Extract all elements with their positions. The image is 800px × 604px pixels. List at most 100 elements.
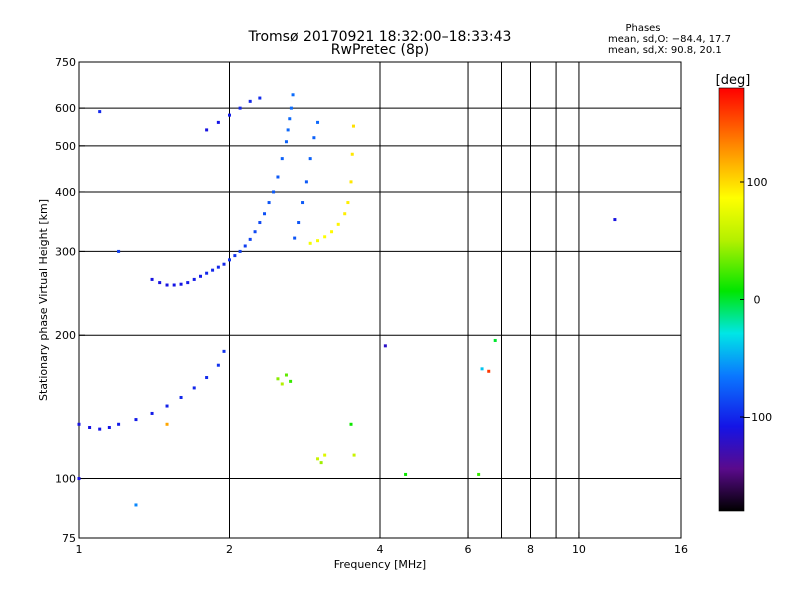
y-tick-label: 750	[55, 56, 76, 69]
echo-point	[258, 221, 262, 225]
echo-point	[134, 418, 138, 422]
x-tick-label: 8	[527, 543, 534, 556]
y-tick-label: 400	[55, 186, 76, 199]
x-axis-ticks: 1 2 4 6 8 10 16	[76, 532, 688, 556]
echo-point	[216, 265, 220, 269]
echo-point	[238, 249, 242, 253]
echo-point	[222, 262, 226, 266]
echo-point	[192, 277, 196, 281]
echo-point	[253, 230, 257, 234]
echo-point	[248, 237, 252, 241]
echo-point	[350, 152, 354, 156]
echo-point	[233, 254, 237, 258]
echo-point	[243, 244, 247, 248]
y-axis-ticks: 75 100 200 300 400 500 600 750	[55, 56, 85, 545]
echo-point	[293, 236, 297, 240]
echo-point	[88, 425, 92, 429]
echo-point	[297, 221, 301, 225]
echo-point	[263, 212, 267, 216]
phase-info-o: mean, sd,O: −84.4, 17.7	[608, 34, 731, 45]
phase-info-heading: Phases	[625, 23, 660, 34]
echo-point	[165, 283, 169, 287]
echo-point	[165, 422, 169, 426]
y-tick-label: 500	[55, 140, 76, 153]
x-tick-label: 4	[377, 543, 384, 556]
echo-point	[186, 281, 190, 285]
echo-point	[343, 212, 347, 216]
echo-point	[289, 106, 293, 110]
echo-point	[352, 453, 356, 457]
echo-points	[77, 93, 617, 507]
echo-point	[134, 503, 138, 507]
echo-point	[172, 283, 176, 287]
echo-point	[286, 128, 290, 132]
echo-point	[158, 281, 162, 285]
echo-point	[205, 128, 209, 132]
echo-point	[613, 218, 617, 222]
y-tick-label: 600	[55, 102, 76, 115]
echo-point	[150, 277, 154, 281]
echo-point	[301, 201, 305, 205]
y-axis-label: Stationary phase Virtual Height [km]	[37, 199, 50, 401]
echo-point	[77, 477, 81, 481]
echo-point	[272, 190, 276, 194]
colorbar	[718, 87, 745, 512]
echo-point	[304, 180, 308, 184]
x-tick-label: 6	[465, 543, 472, 556]
echo-point	[199, 274, 203, 278]
echo-point	[107, 425, 111, 429]
echo-point	[216, 120, 220, 124]
echo-point	[487, 369, 491, 373]
echo-point	[205, 376, 209, 380]
echo-point	[179, 282, 183, 286]
y-tick-label: 200	[55, 329, 76, 342]
echo-point	[98, 427, 102, 431]
echo-point	[117, 249, 121, 253]
echo-point	[192, 386, 196, 390]
echo-point	[308, 241, 312, 245]
chart-subtitle: RwPretec (8p)	[331, 42, 429, 58]
colorbar-tick-label: 100	[747, 176, 768, 189]
y-tick-label: 300	[55, 245, 76, 258]
echo-point	[351, 124, 355, 128]
echo-point	[349, 180, 353, 184]
echo-point	[228, 258, 231, 262]
echo-point	[267, 201, 271, 205]
echo-point	[319, 461, 323, 465]
echo-point	[150, 411, 154, 415]
echo-point	[383, 344, 387, 348]
echo-point	[477, 472, 481, 476]
echo-point	[228, 113, 231, 117]
colorbar-tick-label: 0	[754, 294, 761, 307]
echo-point	[316, 239, 320, 243]
y-tick-label: 75	[62, 532, 76, 545]
colorbar-label: [deg]	[716, 73, 751, 88]
echo-point	[284, 140, 288, 144]
echo-point	[323, 235, 327, 239]
echo-point	[284, 373, 288, 377]
x-axis-label: Frequency [MHz]	[334, 558, 426, 571]
x-tick-label: 16	[674, 543, 688, 556]
echo-point	[77, 422, 81, 426]
colorbar-tick-label: −100	[742, 411, 772, 424]
echo-point	[216, 363, 220, 367]
x-tick-label: 1	[76, 543, 83, 556]
echo-point	[316, 457, 320, 461]
echo-point	[323, 453, 327, 457]
y-tick-label: 100	[55, 473, 76, 486]
echo-point	[291, 93, 295, 97]
echo-point	[179, 395, 183, 399]
x-tick-label: 2	[226, 543, 233, 556]
echo-point	[330, 230, 334, 234]
x-tick-label: 10	[572, 543, 586, 556]
echo-point	[308, 157, 312, 161]
echo-point	[349, 422, 353, 426]
echo-point	[238, 106, 242, 110]
echo-point	[98, 110, 102, 114]
echo-point	[493, 338, 497, 342]
grid	[79, 62, 681, 538]
echo-point	[258, 96, 262, 100]
echo-point	[312, 136, 316, 140]
phase-info-x: mean, sd,X: 90.8, 20.1	[608, 45, 722, 56]
